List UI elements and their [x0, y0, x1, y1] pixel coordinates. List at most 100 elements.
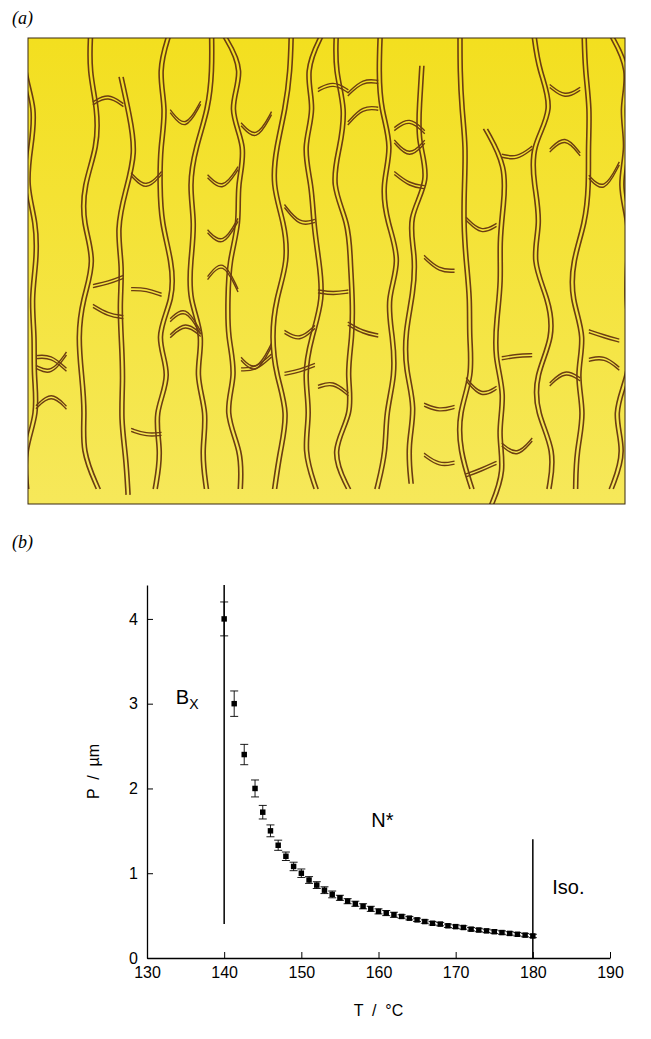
- micrograph: [28, 38, 625, 504]
- disclination-line: [608, 38, 625, 489]
- error-bar-cap: [230, 716, 238, 717]
- disclination-line: [93, 99, 123, 107]
- error-bar-cap: [328, 891, 336, 892]
- disclination-line: [394, 174, 424, 188]
- y-tick: 0: [129, 950, 153, 967]
- x-tick-label: 190: [597, 964, 624, 981]
- disclination-line: [318, 386, 348, 396]
- data-point: [468, 926, 473, 931]
- disclination-line: [225, 38, 245, 489]
- disclination-line: [394, 123, 424, 133]
- data-point: [499, 930, 504, 935]
- disclination-line: [408, 66, 428, 484]
- error-bar-cap: [274, 850, 282, 851]
- micrograph-frame: [28, 38, 625, 504]
- disclination-line: [170, 104, 200, 124]
- disclination-line: [424, 456, 454, 465]
- disclination-line: [466, 381, 496, 395]
- x-tick-label: 130: [134, 964, 161, 981]
- disclination-line: [318, 290, 348, 292]
- x-tick-label: 140: [211, 964, 238, 981]
- error-bar-cap: [220, 601, 228, 602]
- disclination-line: [221, 38, 241, 489]
- plot-area: [220, 585, 537, 958]
- disclination-line: [570, 38, 587, 489]
- data-point: [437, 921, 442, 926]
- disclination-line: [424, 453, 454, 462]
- error-bar-cap: [230, 690, 238, 691]
- x-axis-line: [148, 958, 611, 959]
- disclination-line: [131, 291, 161, 297]
- x-tick-mark: [301, 952, 302, 958]
- x-axis: 130 140 150 160 170 180 190: [134, 952, 624, 981]
- x-tick: 150: [288, 952, 315, 981]
- y-tick: 2: [129, 780, 153, 797]
- error-bar-cap: [259, 818, 267, 819]
- data-point: [515, 932, 520, 937]
- disclination-line: [574, 38, 591, 489]
- phase-label: BX: [176, 686, 199, 712]
- disclination-line: [81, 38, 100, 489]
- disclination-line: [153, 38, 170, 489]
- disclination-line: [284, 366, 314, 375]
- disclination-line: [318, 86, 348, 92]
- error-bar-cap: [290, 870, 298, 871]
- x-tick-mark: [610, 952, 611, 958]
- error-bar-cap: [290, 862, 298, 863]
- disclination-line: [379, 38, 398, 489]
- data-point: [391, 912, 396, 917]
- x-tick: 160: [366, 952, 393, 981]
- error-bar-cap: [320, 886, 328, 887]
- disclination-line: [589, 360, 619, 370]
- disclination-line: [337, 38, 354, 489]
- x-tick-label: 180: [520, 964, 547, 981]
- error-bar-cap: [251, 796, 259, 797]
- error-bar-cap: [274, 840, 282, 841]
- data-point: [407, 915, 412, 920]
- y-tick: 1: [129, 865, 153, 882]
- data-point: [360, 904, 365, 909]
- data-point: [492, 929, 497, 934]
- disclination-line: [502, 149, 532, 159]
- disclination-line: [36, 358, 66, 371]
- error-bar-cap: [240, 764, 248, 765]
- data-point: [231, 701, 236, 706]
- data-point: [306, 877, 311, 882]
- disclination-line: [241, 115, 271, 136]
- phase-label: N*: [371, 809, 393, 831]
- data-point: [430, 921, 435, 926]
- data-point: [376, 909, 381, 914]
- phase-label: Iso.: [552, 876, 584, 898]
- disclination-line: [535, 38, 554, 489]
- disclination-line: [462, 38, 474, 489]
- data-point: [268, 828, 273, 833]
- y-tick-label: 1: [129, 865, 138, 882]
- panel-label: (b): [12, 532, 33, 553]
- phase-label-text: B: [176, 686, 189, 708]
- data-point: [484, 928, 489, 933]
- disclination-line: [36, 399, 66, 409]
- x-tick: 190: [597, 952, 624, 981]
- x-tick-label: 150: [288, 964, 315, 981]
- error-bar-cap: [240, 744, 248, 745]
- data-point: [337, 895, 342, 900]
- disclination-line: [466, 464, 496, 477]
- disclination-line: [502, 441, 532, 454]
- disclination-line: [502, 146, 532, 156]
- error-bar-cap: [305, 883, 313, 884]
- disclination-line: [589, 333, 619, 342]
- disclination-line: [531, 38, 550, 489]
- y-axis-title: P / µm: [85, 744, 102, 799]
- data-point: [422, 919, 427, 924]
- disclination-line: [28, 38, 38, 489]
- phase-label-subscript: X: [189, 696, 199, 712]
- error-bar-cap: [251, 779, 259, 780]
- data-point: [530, 933, 535, 938]
- disclination-line: [192, 38, 214, 489]
- disclination-line: [348, 83, 378, 96]
- x-tick: 170: [443, 952, 470, 981]
- y-tick-mark: [147, 788, 153, 789]
- data-point: [453, 924, 458, 929]
- disclination-line: [466, 220, 496, 231]
- disclination-line: [502, 357, 532, 360]
